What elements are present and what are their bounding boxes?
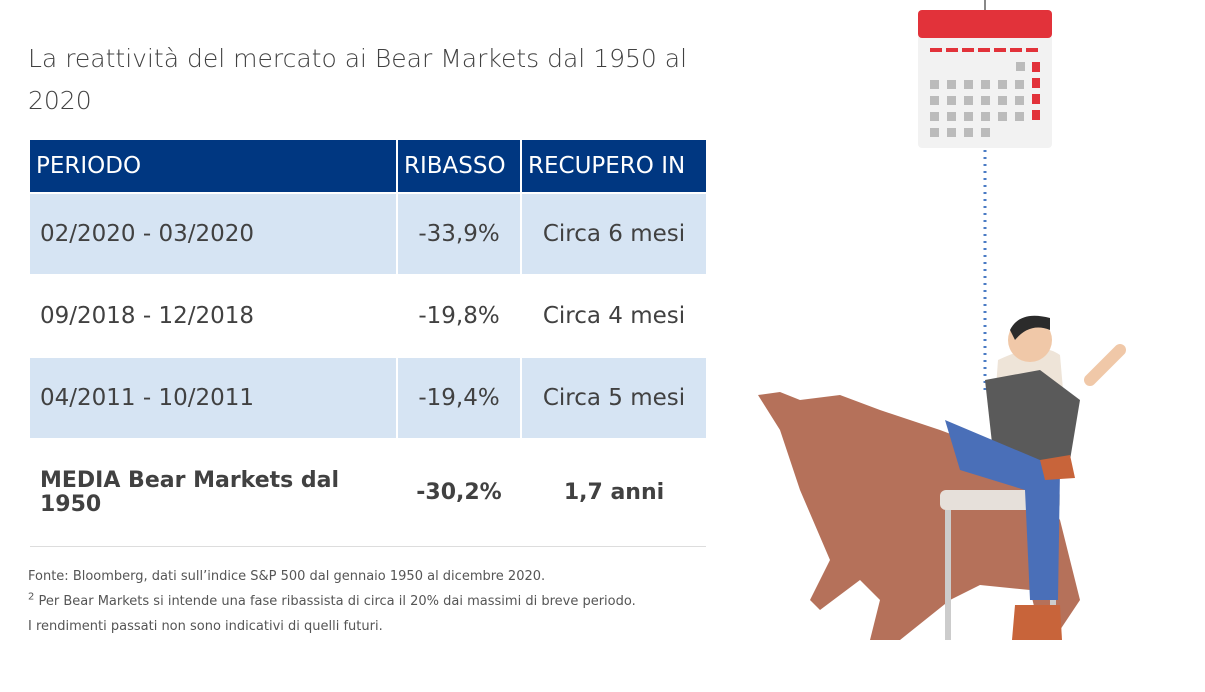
table-cell: -19,8% (398, 276, 522, 356)
table-row: 09/2018 - 12/2018 -19,8% Circa 4 mesi (30, 276, 706, 356)
table-row: 02/2020 - 03/2020 -33,9% Circa 6 mesi (30, 194, 706, 274)
footnotes: Fonte: Bloomberg, dati sull’indice S&P 5… (28, 564, 636, 639)
footnote: I rendimenti passati non sono indicativi… (28, 614, 636, 639)
table-cell: Circa 5 mesi (522, 358, 706, 438)
footnote-marker: 2 (28, 591, 35, 603)
footnote-text: I rendimenti passati non sono indicativi… (28, 619, 383, 634)
table-cell: 02/2020 - 03/2020 (30, 194, 398, 274)
table-cell: 1,7 anni (563, 480, 665, 505)
footnote-text: Per Bear Markets si intende una fase rib… (34, 594, 636, 609)
footnote-text: Fonte: Bloomberg, dati sull’indice S&P 5… (28, 569, 546, 584)
table-header: PERIODO RIBASSO RECUPERO IN (30, 140, 706, 192)
table-row: MEDIA Bear Markets dal 1950 -30,2% 1,7 ann… (30, 440, 706, 547)
table-cell: -30,2% (398, 440, 522, 546)
column-header: PERIODO (30, 140, 398, 192)
table-cell: Circa 4 mesi (542, 303, 686, 329)
table-cell: -33,9% (398, 194, 522, 274)
table-row: 04/2011 - 10/2011 -19,4% Circa 5 mesi (30, 358, 706, 438)
title: La reattività del mercato ai Bear Market… (28, 44, 688, 115)
column-header: RIBASSO (398, 140, 522, 192)
table-cell: -19,4% (398, 358, 522, 438)
table-cell: 09/2018 - 12/2018 (30, 276, 398, 356)
table-cell: 04/2011 - 10/2011 (30, 358, 398, 438)
illustration (758, 0, 1126, 640)
column-header: RECUPERO IN (522, 140, 706, 192)
table-cell: Circa 6 mesi (522, 194, 706, 274)
table-cell: MEDIA Bear Markets dal 1950 (30, 440, 398, 546)
footnote: Fonte: Bloomberg, dati sull’indice S&P 5… (28, 564, 636, 589)
footnote: 2 Per Bear Markets si intende una fase r… (28, 589, 636, 614)
table: PERIODO RIBASSO RECUPERO IN 02/2020 - 03… (30, 140, 706, 547)
